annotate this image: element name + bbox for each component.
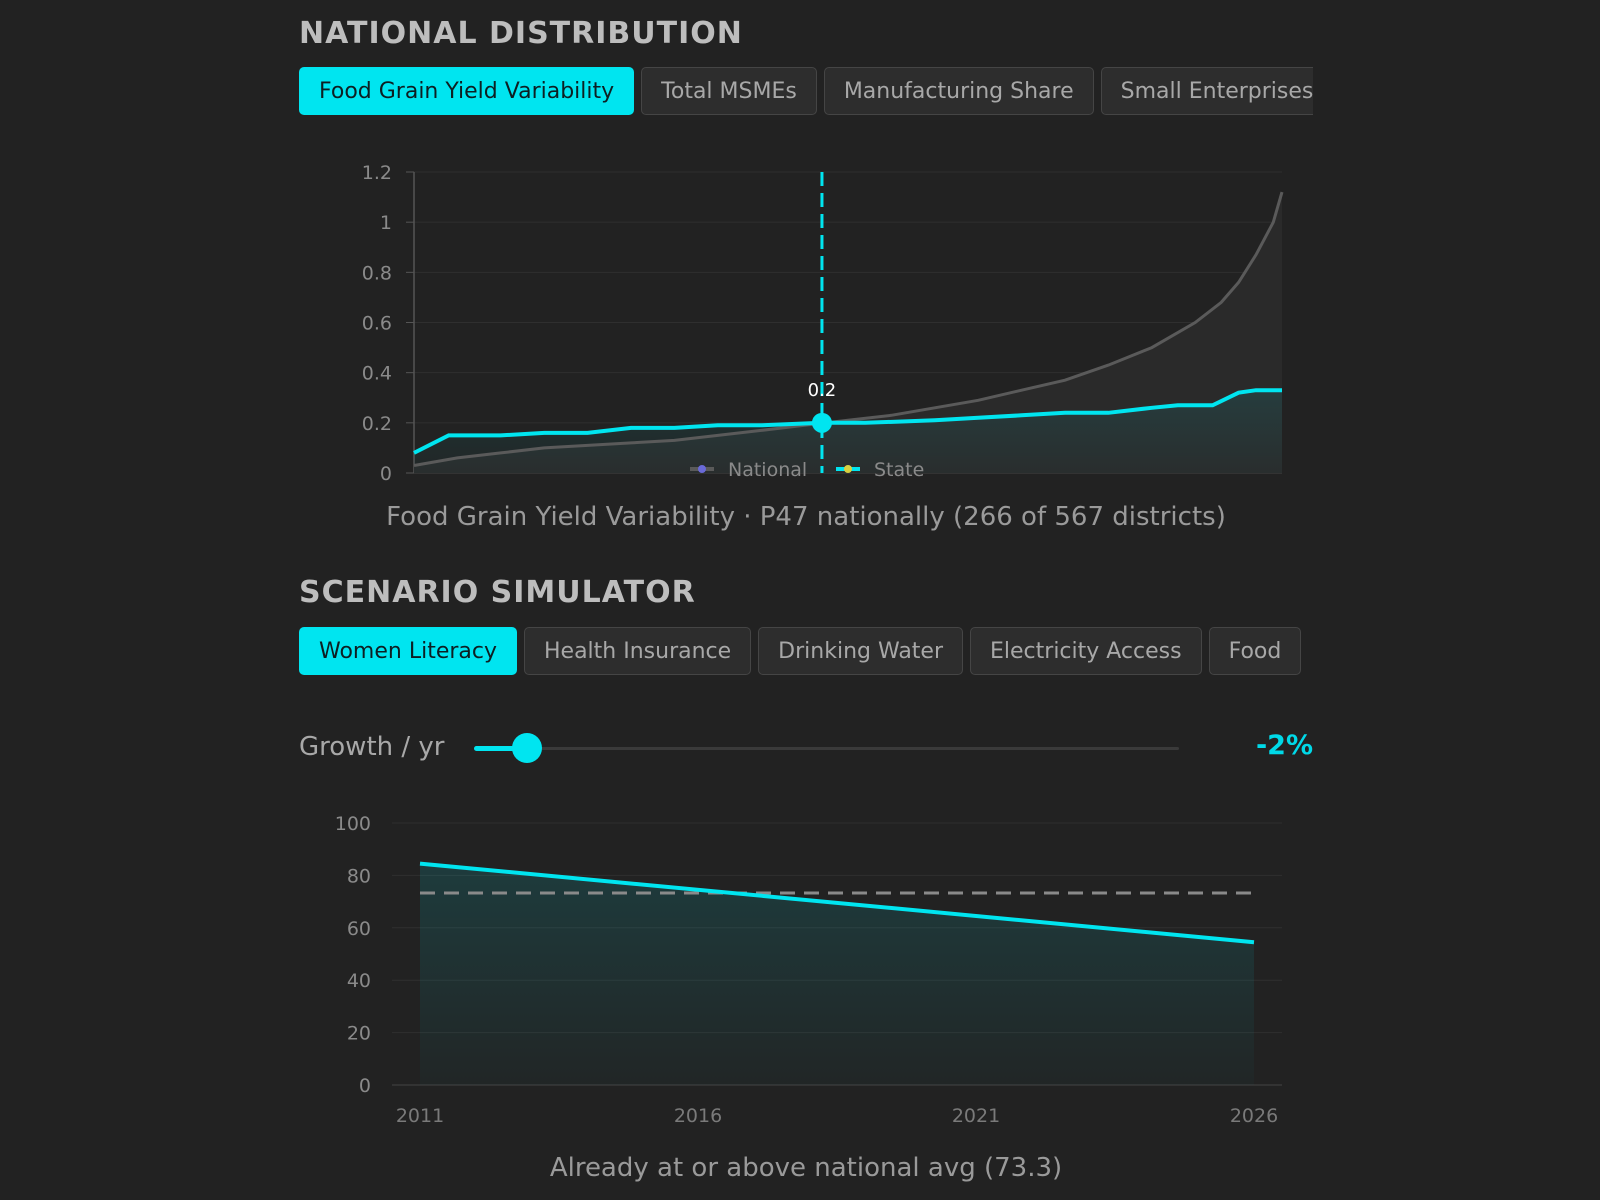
scenario-projection-chart: 0 20 40 60 80 100 2011 2016 2021 2026 <box>335 813 1282 1127</box>
tab-total-msmes[interactable]: Total MSMEs <box>641 67 817 115</box>
legend-item-national[interactable]: National <box>690 459 807 481</box>
y-tick-label: 0.6 <box>362 313 392 335</box>
y-tick-label: 0.8 <box>362 262 392 284</box>
y-tick-label: 20 <box>347 1023 371 1045</box>
national-distribution-title: NATIONAL DISTRIBUTION <box>299 16 743 51</box>
y-tick-label: 1 <box>380 212 392 234</box>
growth-slider-fill <box>474 746 527 751</box>
distribution-caption: Food Grain Yield Variability · P47 natio… <box>386 502 1226 532</box>
growth-slider-label: Growth / yr <box>299 732 445 762</box>
tab-drinking-water[interactable]: Drinking Water <box>758 627 963 675</box>
tab-health-insurance[interactable]: Health Insurance <box>524 627 752 675</box>
percentile-marker-label: 0.2 <box>808 380 837 401</box>
tab-electricity-access[interactable]: Electricity Access <box>970 627 1202 675</box>
chart-legend: National State <box>690 459 924 481</box>
national-distribution-chart: 0 0.2 0.4 0.6 0.8 1 1.2 0.2 National State <box>362 162 1284 485</box>
state-series-area <box>414 390 1282 473</box>
y-tick-label: 80 <box>347 865 371 887</box>
scenario-simulator-title: SCENARIO SIMULATOR <box>299 575 696 610</box>
state-series-line <box>413 388 1282 455</box>
legend-item-state[interactable]: State <box>836 459 924 481</box>
legend-marker-national <box>698 465 706 473</box>
y-tick-label: 0 <box>359 1075 371 1097</box>
x-tick-label: 2021 <box>952 1105 1000 1127</box>
x-tick-label: 2011 <box>396 1105 444 1127</box>
x-tick-label: 2016 <box>674 1105 722 1127</box>
x-tick-label: 2026 <box>1230 1105 1278 1127</box>
growth-value: -2% <box>1255 730 1313 761</box>
y-tick-label: 0.4 <box>362 363 392 385</box>
growth-slider-thumb[interactable] <box>511 733 542 763</box>
legend-marker-state <box>844 465 852 473</box>
y-tick-label: 0 <box>380 463 392 485</box>
y-tick-label: 40 <box>347 970 371 992</box>
y-tick-label: 100 <box>335 813 371 835</box>
tab-small-enterprises[interactable]: Small Enterprises <box>1100 67 1313 115</box>
tab-manufacturing-share[interactable]: Manufacturing Share <box>823 67 1094 115</box>
percentile-marker-dot[interactable] <box>811 412 832 433</box>
scenario-metric-tabs: Women Literacy Health Insurance Drinking W… <box>299 627 1313 681</box>
y-tick-label: 1.2 <box>362 162 392 184</box>
tab-women-literacy[interactable]: Women Literacy <box>299 627 517 675</box>
legend-label-state: State <box>874 459 924 481</box>
growth-slider-row: Growth / yr -2% <box>299 728 1313 768</box>
projection-area <box>420 863 1254 1085</box>
scenario-caption: Already at or above national avg (73.3) <box>549 1153 1063 1183</box>
projection-line <box>419 861 1255 945</box>
y-tick-label: 60 <box>347 918 371 940</box>
national-series-line <box>413 191 1284 467</box>
national-series-area <box>414 192 1282 473</box>
tab-food-grain-yield-variability[interactable]: Food Grain Yield Variability <box>299 67 635 115</box>
national-metric-tabs: Food Grain Yield Variability Total MSMEs M… <box>299 67 1313 121</box>
growth-slider-track[interactable] <box>474 747 1179 750</box>
tab-food[interactable]: Food <box>1208 627 1302 675</box>
y-tick-label: 0.2 <box>362 413 392 435</box>
legend-label-national: National <box>728 459 807 481</box>
